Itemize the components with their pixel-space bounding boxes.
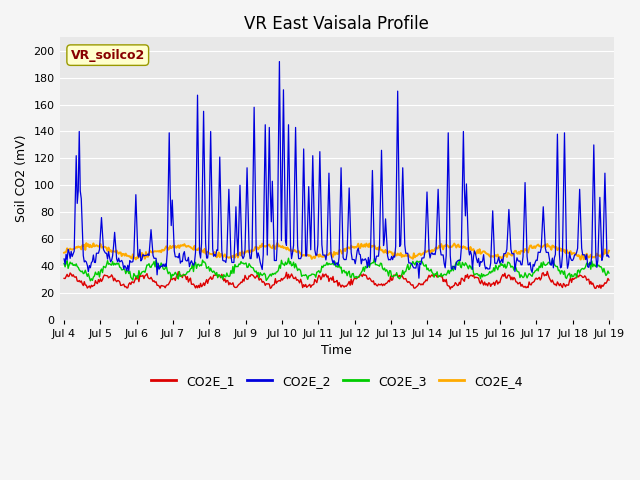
Y-axis label: Soil CO2 (mV): Soil CO2 (mV) — [15, 135, 28, 222]
Legend: CO2E_1, CO2E_2, CO2E_3, CO2E_4: CO2E_1, CO2E_2, CO2E_3, CO2E_4 — [146, 370, 527, 393]
X-axis label: Time: Time — [321, 344, 352, 357]
Text: VR_soilco2: VR_soilco2 — [70, 48, 145, 61]
Title: VR East Vaisala Profile: VR East Vaisala Profile — [244, 15, 429, 33]
